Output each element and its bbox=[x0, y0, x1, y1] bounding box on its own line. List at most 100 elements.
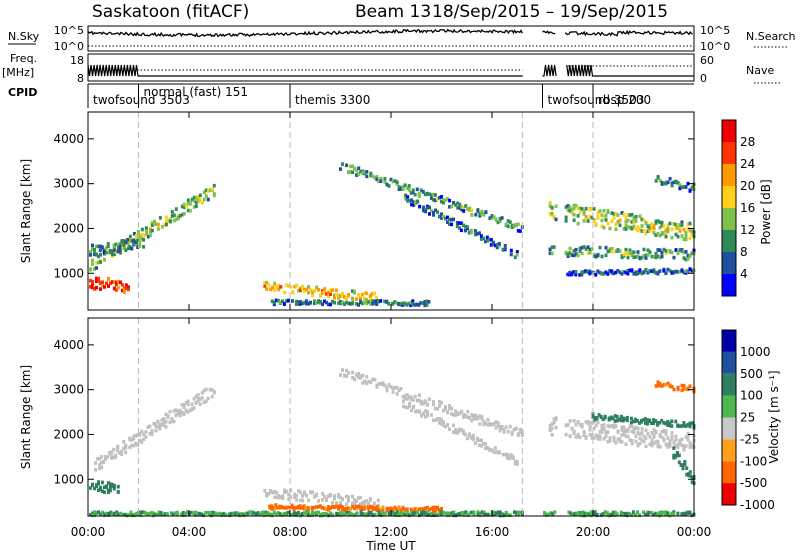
range-gate-cell bbox=[397, 507, 401, 511]
range-gate-cell bbox=[440, 195, 443, 199]
range-gate-cell bbox=[625, 415, 629, 420]
range-gate-cell bbox=[324, 507, 328, 512]
range-gate-cell bbox=[132, 436, 136, 441]
range-gate-cell bbox=[420, 414, 424, 418]
range-gate-cell bbox=[682, 185, 686, 189]
range-gate-cell bbox=[627, 511, 631, 516]
range-gate-cell bbox=[414, 511, 417, 515]
range-gate-cell bbox=[288, 505, 292, 510]
range-gate-cell bbox=[573, 512, 577, 517]
range-gate-cell bbox=[572, 218, 576, 222]
range-gate-cell bbox=[299, 286, 303, 291]
range-gate-cell bbox=[514, 510, 518, 515]
nave-tick-top: 60 bbox=[700, 54, 714, 67]
range-gate-cell bbox=[494, 420, 498, 424]
range-gate-cell bbox=[520, 433, 524, 437]
range-gate-cell bbox=[189, 510, 193, 515]
range-gate-cell bbox=[578, 273, 582, 277]
freq-panel bbox=[87, 53, 695, 82]
range-gate-cell bbox=[632, 272, 636, 276]
range-gate-cell bbox=[688, 228, 692, 233]
range-gate-cell bbox=[430, 413, 433, 417]
range-gate-cell bbox=[356, 496, 360, 500]
range-gate-cell bbox=[618, 223, 622, 228]
range-gate-cell bbox=[100, 245, 104, 249]
range-gate-cell bbox=[658, 233, 662, 238]
range-gate-cell bbox=[518, 510, 522, 515]
range-gate-cell bbox=[399, 187, 403, 191]
range-gate-cell bbox=[662, 269, 666, 273]
range-gate-cell bbox=[101, 280, 104, 284]
range-gate-cell bbox=[442, 200, 445, 205]
range-gate-cell bbox=[333, 296, 336, 300]
range-gate-cell bbox=[395, 510, 399, 514]
range-gate-cell bbox=[407, 184, 411, 188]
range-gate-cell bbox=[196, 396, 200, 401]
range-gate-cell bbox=[552, 245, 556, 249]
range-gate-cell bbox=[331, 288, 334, 292]
range-gate-cell bbox=[450, 406, 454, 411]
range-gate-cell bbox=[89, 486, 92, 490]
colorbar-tick-label: 4 bbox=[740, 267, 748, 281]
range-gate-cell bbox=[236, 511, 240, 516]
range-gate-cell bbox=[590, 432, 594, 437]
range-gate-cell bbox=[178, 408, 182, 413]
range-gate-cell bbox=[676, 181, 680, 185]
range-gate-cell bbox=[440, 216, 443, 220]
range-gate-cell bbox=[583, 513, 587, 518]
range-gate-cell bbox=[415, 302, 419, 307]
range-gate-cell bbox=[656, 512, 660, 517]
range-gate-cell bbox=[624, 220, 628, 224]
range-gate-cell bbox=[196, 393, 200, 397]
range-gate-cell bbox=[610, 211, 614, 215]
range-gate-cell bbox=[554, 217, 558, 222]
range-gate-cell bbox=[351, 513, 355, 517]
colorbar-swatch bbox=[722, 330, 736, 352]
range-gate-cell bbox=[623, 417, 627, 421]
range-gate-cell bbox=[688, 267, 692, 272]
range-gate-cell bbox=[287, 497, 291, 502]
range-gate-cell bbox=[590, 215, 594, 220]
range-gate-cell bbox=[279, 495, 283, 500]
range-gate-cell bbox=[604, 218, 608, 222]
range-gate-cell bbox=[397, 185, 401, 189]
range-gate-cell bbox=[662, 437, 666, 442]
range-gate-cell bbox=[644, 231, 648, 236]
range-gate-cell bbox=[307, 285, 311, 289]
range-gate-cell bbox=[136, 238, 140, 243]
range-gate-cell bbox=[294, 299, 298, 304]
range-gate-cell bbox=[688, 441, 692, 445]
range-gate-cell bbox=[626, 271, 630, 276]
range-gate-cell bbox=[389, 177, 393, 182]
range-gate-cell bbox=[294, 302, 298, 306]
range-gate-cell bbox=[315, 493, 319, 498]
range-gate-cell bbox=[624, 216, 628, 220]
range-gate-cell bbox=[672, 180, 676, 185]
range-gate-cell bbox=[210, 394, 214, 399]
range-gate-cell bbox=[436, 513, 440, 517]
range-gate-cell bbox=[454, 513, 458, 517]
range-gate-cell bbox=[379, 507, 383, 512]
range-gate-cell bbox=[588, 214, 592, 219]
range-gate-cell bbox=[612, 212, 616, 216]
range-gate-cell bbox=[427, 300, 431, 304]
range-gate-cell bbox=[196, 511, 199, 516]
range-gate-cell bbox=[148, 230, 152, 234]
range-gate-cell bbox=[170, 210, 174, 214]
range-gate-cell bbox=[99, 287, 102, 291]
nsky-label: N.Sky bbox=[8, 30, 40, 43]
range-gate-cell bbox=[120, 449, 124, 454]
range-gate-cell bbox=[128, 245, 132, 249]
range-gate-cell bbox=[369, 173, 373, 178]
range-gate-cell bbox=[642, 247, 646, 252]
range-gate-cell bbox=[425, 505, 429, 510]
range-gate-cell bbox=[598, 209, 602, 213]
range-gate-cell bbox=[311, 510, 314, 515]
range-gate-cell bbox=[93, 486, 96, 491]
range-gate-cell bbox=[656, 420, 660, 425]
range-gate-cell bbox=[490, 214, 494, 218]
range-gate-cell bbox=[686, 253, 690, 258]
range-gate-cell bbox=[438, 511, 442, 515]
range-gate-cell bbox=[117, 512, 121, 517]
